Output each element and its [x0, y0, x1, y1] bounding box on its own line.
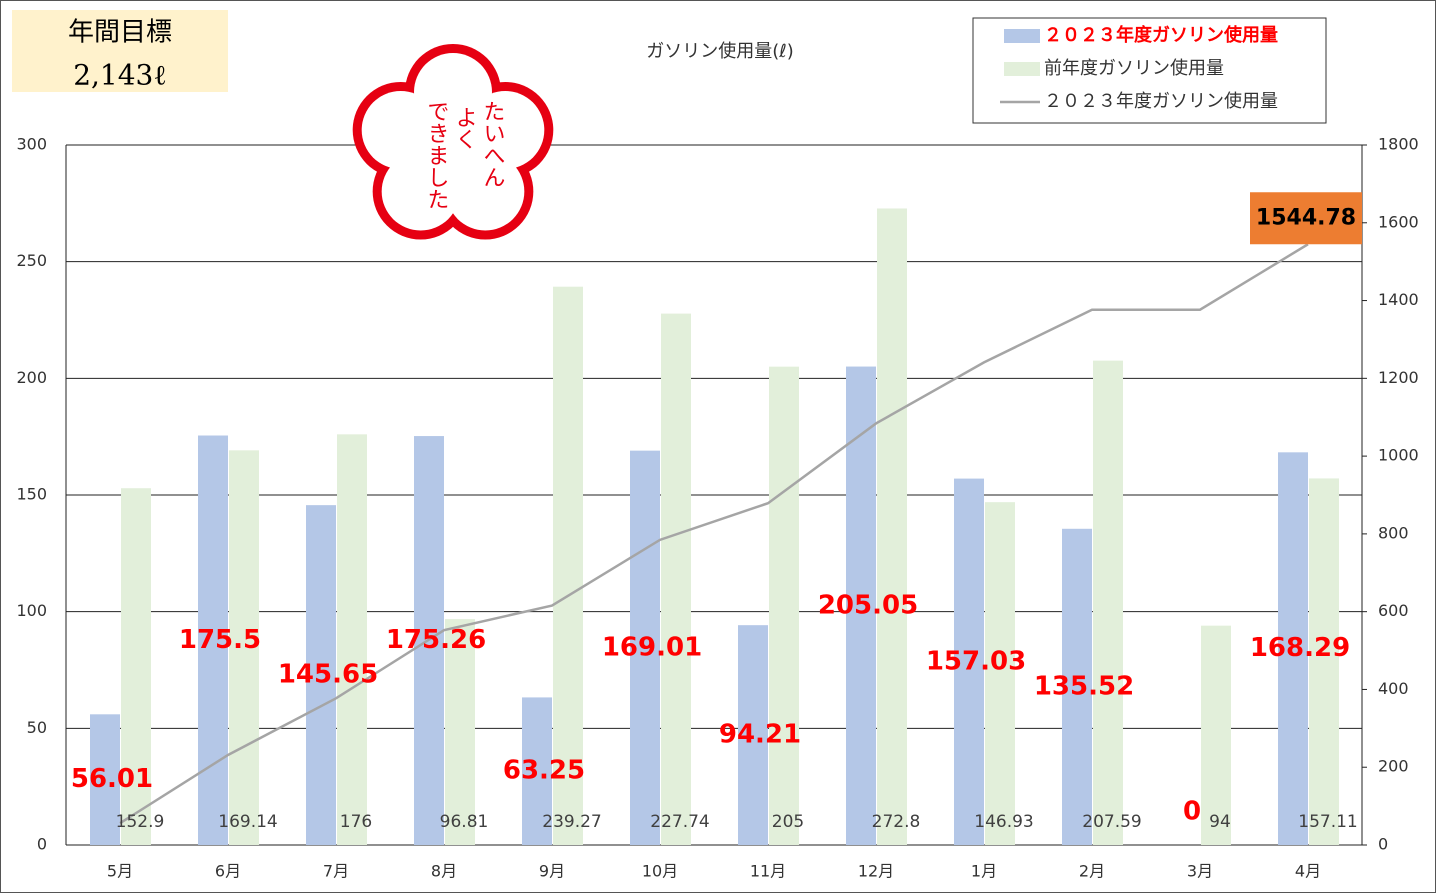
- y2-tick-label: 200: [1378, 757, 1409, 776]
- data-label: 145.65: [278, 660, 378, 690]
- x-tick-label: 2月: [1079, 862, 1105, 881]
- data-label: 152.9: [116, 812, 165, 832]
- bar: [630, 450, 660, 845]
- data-label: 157.11: [1298, 812, 1357, 832]
- line-label: 1544.78: [1256, 205, 1356, 230]
- y2-tick-label: 800: [1378, 523, 1409, 542]
- legend-label: ２０２３年度ガソリン使用量: [1044, 24, 1278, 46]
- data-label: 94: [1209, 812, 1231, 832]
- legend-label: 前年度ガソリン使用量: [1044, 58, 1224, 79]
- bar: [306, 505, 336, 845]
- data-label: 205: [772, 812, 804, 832]
- y-tick-label: 50: [27, 718, 47, 737]
- bar: [522, 697, 552, 845]
- y-tick-label: 150: [16, 485, 47, 504]
- goal-title: 年間目標: [68, 18, 172, 48]
- bar: [877, 208, 907, 845]
- data-label: 169.01: [602, 632, 702, 662]
- bar: [445, 619, 475, 845]
- data-label: 175.5: [179, 625, 261, 655]
- line: [119, 243, 1309, 825]
- legend-swatch: [1004, 62, 1040, 76]
- y2-tick-label: 1600: [1378, 212, 1419, 231]
- stamp-center: [403, 97, 503, 197]
- y2-tick-label: 1400: [1378, 290, 1419, 309]
- y2-tick-label: 1800: [1378, 135, 1419, 154]
- data-label: 239.27: [542, 812, 601, 832]
- data-label: 168.29: [1250, 633, 1350, 663]
- x-tick-label: 5月: [107, 862, 133, 881]
- x-tick-label: 12月: [858, 862, 894, 881]
- bar: [337, 434, 367, 845]
- data-label: 96.81: [440, 812, 489, 832]
- x-tick-label: 4月: [1295, 862, 1321, 881]
- bar: [661, 313, 691, 845]
- bar: [738, 625, 768, 845]
- y-tick-label: 300: [16, 135, 47, 154]
- legend-label: ２０２３年度ガソリン使用量: [1044, 91, 1278, 112]
- stamp-text: たいへん: [480, 100, 505, 188]
- data-label: 0: [1183, 797, 1201, 827]
- data-label: 175.26: [386, 625, 486, 655]
- bar: [985, 502, 1015, 845]
- y2-tick-label: 0: [1378, 835, 1388, 854]
- bar: [1093, 360, 1123, 845]
- data-label: 56.01: [71, 764, 153, 794]
- bar: [1062, 528, 1092, 845]
- x-tick-label: 1月: [971, 862, 997, 881]
- data-label: 227.74: [650, 812, 709, 832]
- bar: [198, 435, 228, 845]
- bar: [1201, 625, 1231, 845]
- data-label: 94.21: [719, 720, 801, 750]
- bar: [1278, 452, 1308, 845]
- bar: [1309, 478, 1339, 845]
- data-label: 135.52: [1034, 671, 1134, 701]
- data-label: 157.03: [926, 646, 1026, 676]
- y-tick-label: 0: [37, 835, 47, 854]
- chart-title: ガソリン使用量(ℓ): [646, 41, 793, 62]
- bar: [90, 714, 120, 845]
- bar: [846, 366, 876, 845]
- y-tick-label: 250: [16, 251, 47, 270]
- x-tick-label: 10月: [642, 862, 678, 881]
- bar: [121, 488, 151, 845]
- y2-tick-label: 1200: [1378, 368, 1419, 387]
- y2-tick-label: 600: [1378, 601, 1409, 620]
- y2-tick-label: 1000: [1378, 446, 1419, 465]
- y-tick-label: 200: [16, 368, 47, 387]
- bar: [229, 450, 259, 845]
- x-tick-label: 9月: [539, 862, 565, 881]
- stamp-text: よく: [452, 106, 477, 150]
- goal-value: 2,143ℓ: [73, 59, 167, 92]
- x-tick-label: 11月: [750, 862, 786, 881]
- line-label-box: [1250, 192, 1362, 245]
- data-label: 169.14: [218, 812, 277, 832]
- legend-swatch: [1004, 29, 1040, 43]
- data-label: 272.8: [872, 812, 921, 832]
- data-label: 205.05: [818, 590, 918, 620]
- bar: [769, 366, 799, 845]
- data-label: 146.93: [974, 812, 1033, 832]
- data-label: 176: [340, 812, 372, 832]
- data-label: 63.25: [503, 756, 585, 786]
- stamp-text: できました: [424, 100, 449, 210]
- bar: [954, 478, 984, 845]
- x-tick-label: 8月: [431, 862, 457, 881]
- x-tick-label: 7月: [323, 862, 349, 881]
- goal-box: [12, 10, 228, 92]
- bar: [553, 286, 583, 845]
- data-label: 207.59: [1082, 812, 1141, 832]
- x-tick-label: 6月: [215, 862, 241, 881]
- y2-tick-label: 400: [1378, 679, 1409, 698]
- x-tick-label: 3月: [1187, 862, 1213, 881]
- y-tick-label: 100: [16, 601, 47, 620]
